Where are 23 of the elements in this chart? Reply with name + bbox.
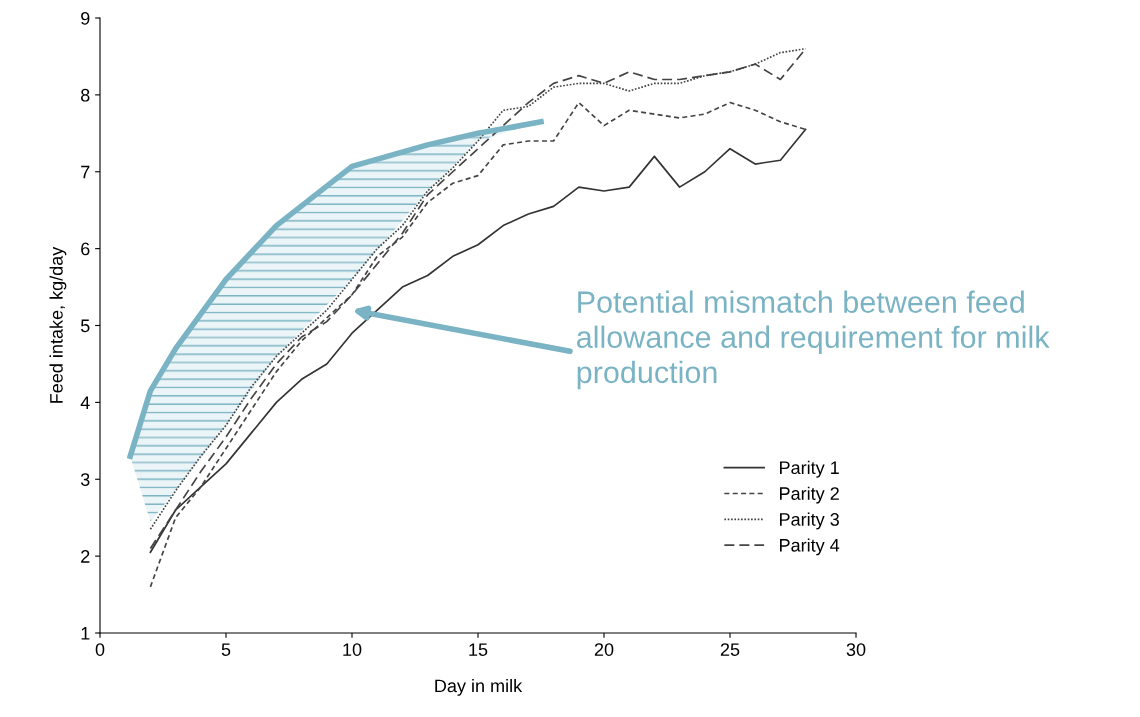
- x-tick-label: 15: [469, 643, 488, 656]
- x-tick-label: 0: [95, 643, 105, 656]
- y-tick-label: 1: [81, 627, 90, 640]
- y-tick-label: 5: [80, 319, 90, 333]
- legend-label: Parity 4: [780, 538, 840, 556]
- y-axis-title: Feed intake, kg/day: [49, 246, 67, 403]
- x-tick-label: 10: [343, 643, 362, 656]
- y-tick-label: 7: [81, 165, 90, 179]
- y-tick-label: 3: [80, 473, 90, 486]
- y-tick-label: 9: [81, 11, 90, 25]
- y-tick-label: 2: [81, 550, 90, 563]
- y-tick-label: 4: [80, 396, 90, 409]
- annotation: Potential mismatch between feed allowance and requirement for milk production: [577, 290, 1050, 390]
- y-tick-label: 6: [81, 242, 90, 256]
- legend-label: Parity 3: [780, 512, 839, 530]
- legend-label: Parity 2: [780, 486, 839, 504]
- legend-label: Parity 1: [780, 460, 839, 478]
- x-tick-label: 30: [846, 643, 866, 656]
- y-tick-label: 8: [81, 88, 90, 102]
- x-tick-label: 20: [594, 643, 614, 656]
- x-tick-label: 5: [221, 643, 231, 656]
- x-tick-label: 25: [720, 643, 740, 656]
- x-axis-title: Day in milk: [435, 679, 523, 696]
